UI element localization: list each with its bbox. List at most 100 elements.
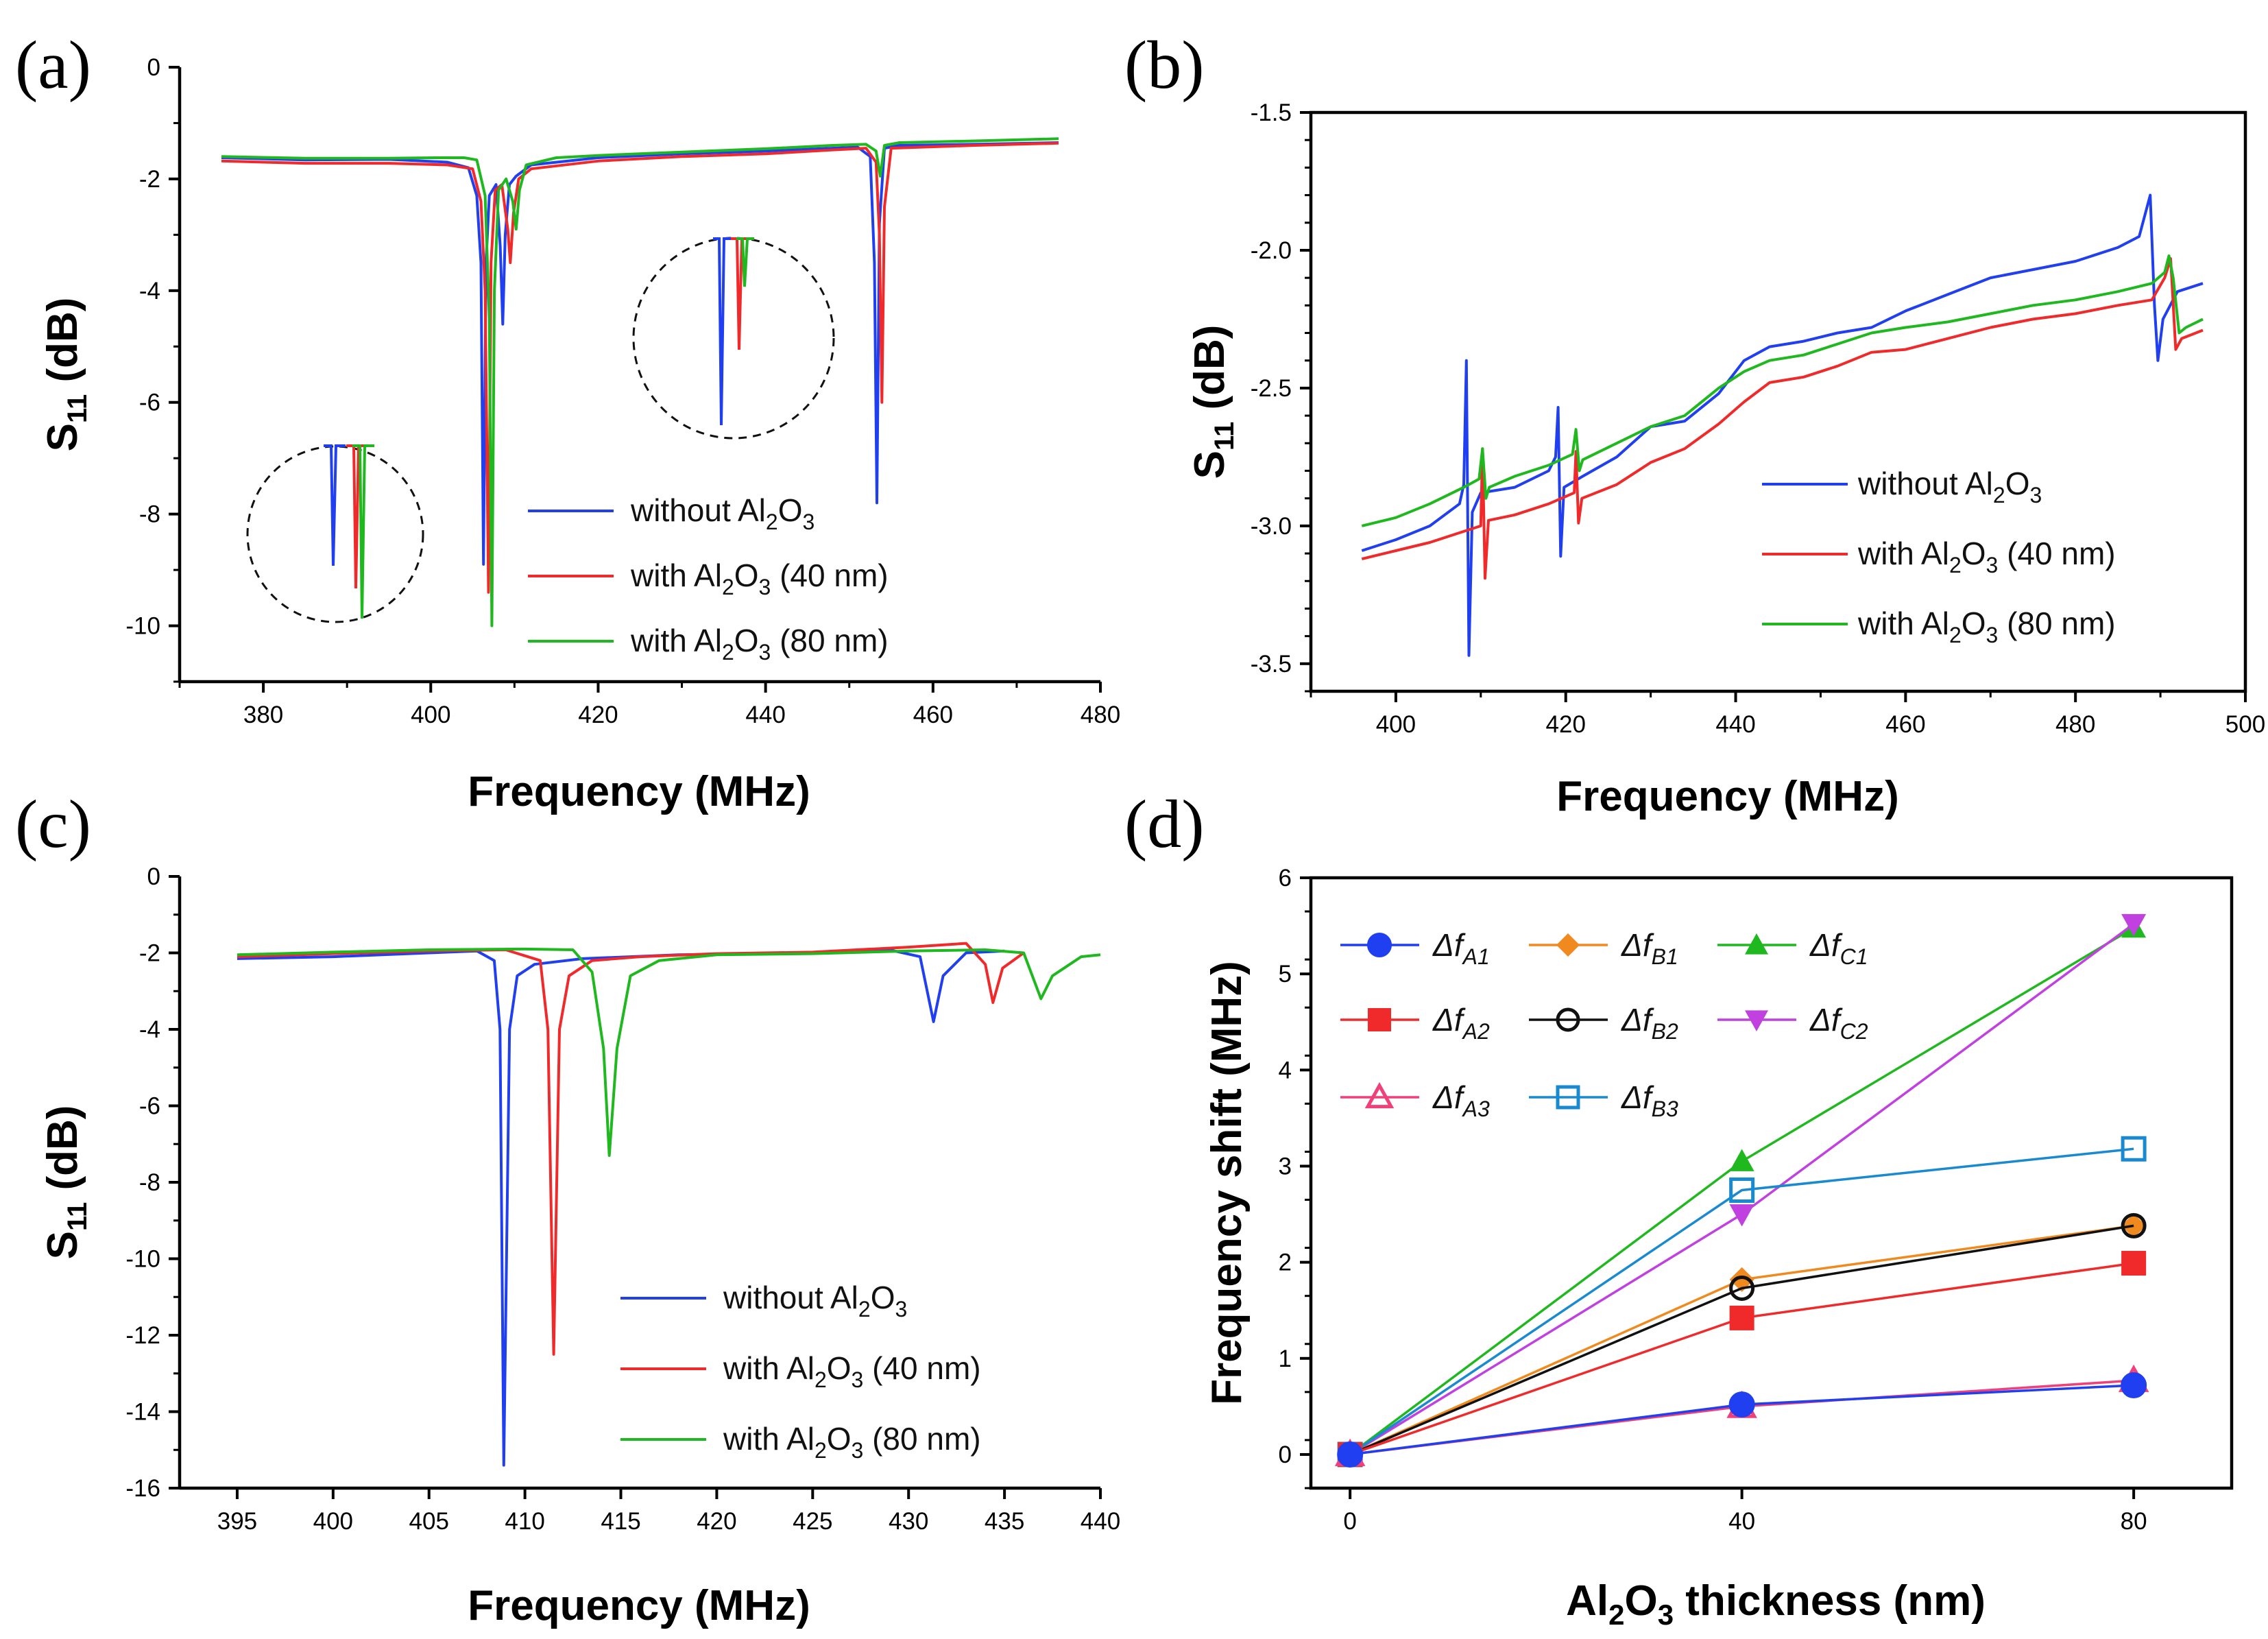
legend-text: O (1962, 606, 1986, 641)
marker-triangle-down (1745, 1010, 1768, 1031)
x-tick-label: 415 (601, 1508, 640, 1535)
series-line (1361, 193, 2204, 657)
legend-sub: 2 (1993, 483, 2005, 507)
legend-text: (80 nm) (771, 623, 888, 658)
plot-frame (1309, 110, 2247, 693)
inset-circle (246, 445, 424, 623)
y-tick-label: -6 (139, 390, 160, 416)
y-tick-label: 4 (1279, 1057, 1292, 1084)
panel-c: 0 -2 -4 -6 -8 -10 -12 -14 -16 395 400 405 410 415 420 4… (39, 863, 1120, 1629)
legend-sub: 2 (722, 640, 734, 665)
panel-label-d: (d) (1124, 786, 1205, 862)
legend-text: Δf (1432, 927, 1466, 963)
x-tick-label: 440 (745, 702, 785, 728)
legend-text: with Al (723, 1421, 815, 1457)
x-tick-label: 460 (913, 702, 953, 728)
inset-dip (346, 444, 368, 589)
y-tick-label: -12 (125, 1322, 160, 1349)
legend-text: O (734, 558, 759, 593)
y-axis-label-main: S (39, 1231, 86, 1259)
y-tick-label: -6 (139, 1093, 160, 1120)
legend-sub: 3 (895, 1297, 907, 1321)
marker-circle-open (2121, 1212, 2147, 1239)
x-tick-label: 435 (985, 1508, 1024, 1535)
y-axis-label: Frequency shift (MHz) (1203, 961, 1251, 1405)
marker-diamond (2121, 1213, 2147, 1239)
legend-text: O (827, 1350, 852, 1386)
y-tick-label: 0 (147, 54, 160, 81)
legend-text: Δf (1432, 1002, 1466, 1038)
legend-text: Δf (1432, 1079, 1466, 1115)
y-axis-label-main: S (1186, 451, 1233, 479)
y-tick-label: -2.0 (1251, 237, 1292, 264)
legend-text: O (827, 1421, 852, 1457)
series-line (1349, 1262, 2134, 1456)
y-tick-label: -3.0 (1251, 513, 1292, 540)
x-tick-label: 80 (2121, 1508, 2147, 1535)
legend-sub: 3 (852, 1367, 864, 1392)
legend-text: with Al (723, 1350, 815, 1386)
legend-text: O (778, 492, 803, 528)
legend-entry: ΔfC2 (1809, 1002, 1868, 1044)
inset-dip (352, 444, 374, 619)
marker-square-open (2121, 1136, 2147, 1162)
x-axis-label: Al2O3 thickness (nm) (1566, 1577, 1986, 1631)
y-tick-label: 6 (1279, 865, 1292, 892)
marker-circle (1337, 1441, 1364, 1468)
legend-text: with Al (1857, 606, 1949, 641)
series-line (1349, 1147, 2134, 1456)
y-tick-label: -4 (139, 1016, 160, 1043)
inset-dip (736, 237, 754, 287)
legend-text: with Al (1857, 536, 1949, 571)
plot-frame (1309, 876, 2234, 1490)
legend-entry: with Al2O3 (80 nm) (723, 1421, 981, 1463)
y-tick-label: -3.5 (1251, 651, 1292, 678)
series-line (1349, 1224, 2134, 1456)
series-line (237, 942, 1025, 1356)
x-axis-label-text: thickness (nm) (1674, 1577, 1986, 1625)
legend-text: Δf (1621, 1079, 1654, 1115)
panel-b: -1.5 -2.0 -2.5 -3.0 -3.5 400 420 440 460 480 500 wi… (1186, 99, 2265, 820)
marker-triangle-open (1364, 1081, 1395, 1109)
legend-sub: 2 (766, 510, 778, 534)
series-line (221, 141, 1059, 566)
y-axis-label-sub: 11 (62, 1202, 93, 1231)
x-tick-label: 400 (1376, 711, 1416, 738)
marker-circle (2121, 1372, 2147, 1399)
legend-text: O (1962, 536, 1986, 571)
y-axis-label-unit: (dB) (39, 298, 86, 394)
y-tick-label: -2 (139, 166, 160, 193)
y-axis-label-sub: 11 (62, 394, 93, 423)
legend-text: (40 nm) (771, 558, 888, 593)
y-tick-label: 0 (147, 863, 160, 890)
y-axis-label: S11 (dB) (39, 1105, 93, 1260)
y-tick-label: -2 (139, 940, 160, 967)
y-axis-label-unit: (dB) (1186, 325, 1233, 422)
legend-sub: C1 (1840, 944, 1868, 969)
x-tick-label: 440 (1715, 711, 1755, 738)
x-tick-label: 460 (1885, 711, 1925, 738)
series-line (1349, 1224, 2134, 1456)
legend-sub: 3 (759, 640, 771, 665)
panel-a: 0 -2 -4 -6 -8 -10 380 400 420 440 460 480 without Al… (39, 54, 1120, 815)
marker-square-open (1729, 1177, 1755, 1204)
legend-sub: 2 (1949, 623, 1962, 647)
legend-entry: ΔfA3 (1432, 1079, 1490, 1121)
y-axis-label-sub: 11 (1209, 422, 1240, 451)
legend-text: with Al (630, 558, 722, 593)
y-tick-label: -14 (125, 1399, 160, 1426)
legend-entry: ΔfB2 (1621, 1002, 1678, 1044)
legend-sub: 3 (802, 510, 815, 534)
legend-sub: 3 (1986, 623, 1999, 647)
y-tick-label: 2 (1279, 1249, 1292, 1276)
legend-entry: with Al2O3 (80 nm) (1857, 606, 2116, 647)
x-tick-label: 40 (1728, 1508, 1755, 1535)
y-tick-label: 3 (1279, 1153, 1292, 1180)
x-tick-label: 420 (1546, 711, 1586, 738)
marker-circle-open (1729, 1275, 1755, 1301)
inset-dip (324, 444, 346, 566)
legend-sub: 2 (858, 1297, 871, 1321)
legend-text: with Al (630, 623, 722, 658)
x-axis-label: Frequency (MHz) (1556, 773, 1898, 820)
